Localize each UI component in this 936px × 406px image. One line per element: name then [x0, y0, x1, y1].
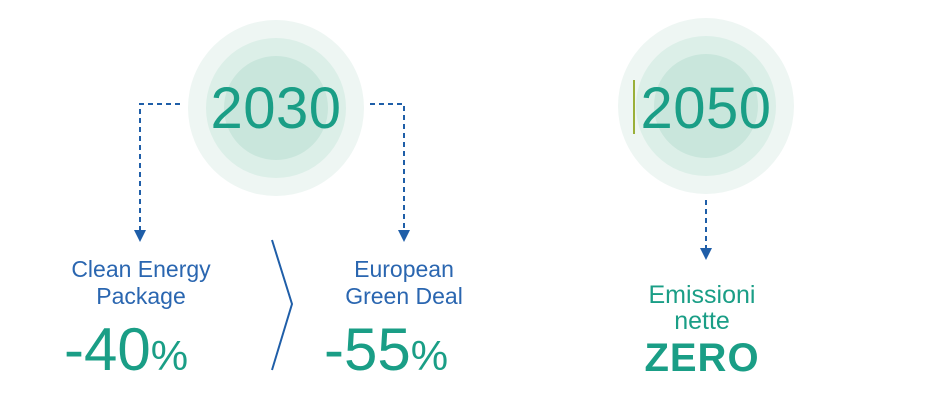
circle-2050: [618, 18, 794, 194]
european-green-deal-caption: European Green Deal: [304, 256, 504, 310]
net-emissions-caption-line1: Emissioni: [648, 281, 756, 309]
caption-line: Package: [96, 283, 186, 309]
european-green-deal-target: -55%: [324, 320, 448, 380]
clean-energy-package-caption: Clean Energy Package: [36, 256, 246, 310]
circle-2030: [188, 20, 364, 196]
caption-line: Clean Energy: [71, 256, 211, 282]
year-2050-label: 2050: [640, 76, 772, 141]
net-zero-target: ZERO: [644, 336, 760, 380]
caption-line: Green Deal: [345, 283, 463, 309]
percent-value: -40: [64, 316, 151, 383]
year-2030-label: 2030: [210, 76, 342, 141]
percent-sign: %: [410, 332, 449, 379]
net-emissions-caption-line2: nette: [674, 307, 730, 335]
percent-value: -55: [324, 316, 411, 383]
percent-sign: %: [150, 332, 189, 379]
dashed-arrow-down-icon: [700, 200, 712, 260]
dashed-arrow-down-icon: [370, 103, 410, 242]
caption-line: European: [354, 256, 454, 282]
dashed-arrow-down-icon: [134, 103, 180, 242]
clean-energy-package-target: -40%: [64, 320, 188, 380]
chevron-right-icon: [271, 239, 294, 371]
